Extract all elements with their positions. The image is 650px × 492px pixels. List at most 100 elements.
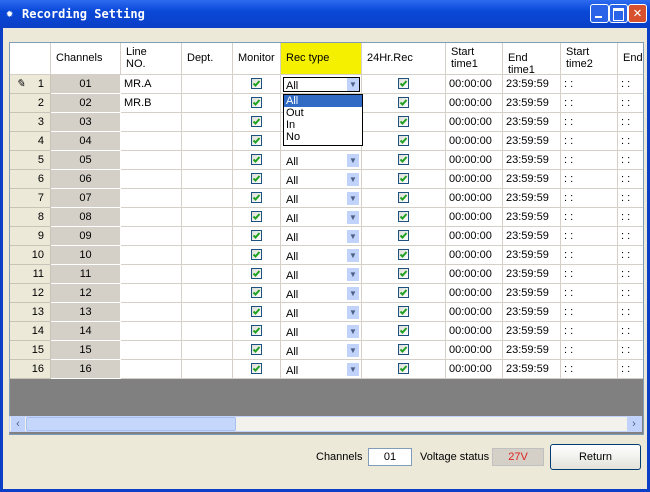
end2-cell[interactable]: : : xyxy=(618,227,643,246)
rec_type-cell[interactable] xyxy=(281,360,362,379)
start1-cell[interactable]: 00:00:00 xyxy=(446,227,503,246)
start2-cell[interactable]: : : xyxy=(561,303,618,322)
rec_type-cell[interactable] xyxy=(281,322,362,341)
rec_type-cell[interactable] xyxy=(281,246,362,265)
start1-cell[interactable]: 00:00:00 xyxy=(446,360,503,379)
line-cell[interactable] xyxy=(121,341,182,360)
start2-cell[interactable]: : : xyxy=(561,94,618,113)
start2-cell[interactable]: : : xyxy=(561,151,618,170)
end2-cell[interactable]: : : xyxy=(618,75,643,94)
checkbox[interactable] xyxy=(251,306,262,317)
channel-cell[interactable]: 12 xyxy=(51,284,121,303)
line-cell[interactable] xyxy=(121,113,182,132)
line-cell[interactable] xyxy=(121,284,182,303)
rec-type-combo[interactable]: All ▼ xyxy=(283,286,360,301)
channel-cell[interactable]: 06 xyxy=(51,170,121,189)
dept-cell[interactable] xyxy=(182,303,233,322)
start2-cell[interactable]: : : xyxy=(561,341,618,360)
dept-cell[interactable] xyxy=(182,227,233,246)
rec_type-cell[interactable] xyxy=(281,75,362,94)
dept-cell[interactable] xyxy=(182,170,233,189)
rec-type-combo[interactable]: All ▼ xyxy=(283,77,360,92)
combo-arrow[interactable]: ▼ xyxy=(347,230,359,243)
end1-cell[interactable]: 23:59:59 xyxy=(503,94,561,113)
channel-cell[interactable]: 14 xyxy=(51,322,121,341)
checkbox[interactable] xyxy=(398,287,409,298)
combo-arrow[interactable]: ▼ xyxy=(347,173,359,186)
dept-cell[interactable] xyxy=(182,360,233,379)
checkbox[interactable] xyxy=(251,287,262,298)
checkbox[interactable] xyxy=(251,211,262,222)
channel-cell[interactable]: 03 xyxy=(51,113,121,132)
line-cell[interactable] xyxy=(121,151,182,170)
start1-cell[interactable]: 00:00:00 xyxy=(446,189,503,208)
checkbox[interactable] xyxy=(398,154,409,165)
dept-cell[interactable] xyxy=(182,132,233,151)
end2-cell[interactable]: : : xyxy=(618,265,643,284)
end1-cell[interactable]: 23:59:59 xyxy=(503,132,561,151)
combo-arrow[interactable]: ▼ xyxy=(347,287,359,300)
start1-cell[interactable]: 00:00:00 xyxy=(446,284,503,303)
checkbox[interactable] xyxy=(398,268,409,279)
dept-cell[interactable] xyxy=(182,341,233,360)
line-cell[interactable]: MR.B xyxy=(121,94,182,113)
checkbox[interactable] xyxy=(398,97,409,108)
checkbox[interactable] xyxy=(398,363,409,374)
line-cell[interactable] xyxy=(121,170,182,189)
end1-cell[interactable]: 23:59:59 xyxy=(503,170,561,189)
checkbox[interactable] xyxy=(398,78,409,89)
rec-type-combo[interactable]: All ▼ xyxy=(283,267,360,282)
checkbox[interactable] xyxy=(251,325,262,336)
checkbox[interactable] xyxy=(251,135,262,146)
channel-cell[interactable]: 05 xyxy=(51,151,121,170)
start2-cell[interactable]: : : xyxy=(561,189,618,208)
end1-cell[interactable]: 23:59:59 xyxy=(503,322,561,341)
channel-cell[interactable]: 04 xyxy=(51,132,121,151)
end2-cell[interactable]: : : xyxy=(618,303,643,322)
end1-cell[interactable]: 23:59:59 xyxy=(503,341,561,360)
rec-type-combo[interactable]: All ▼ xyxy=(283,343,360,358)
combo-arrow[interactable]: ▼ xyxy=(347,325,359,338)
end1-cell[interactable]: 23:59:59 xyxy=(503,151,561,170)
combo-arrow[interactable]: ▼ xyxy=(347,306,359,319)
rec-type-combo[interactable]: All ▼ xyxy=(283,191,360,206)
checkbox[interactable] xyxy=(251,173,262,184)
rec_type-cell[interactable] xyxy=(281,341,362,360)
rec-type-combo[interactable]: All ▼ xyxy=(283,229,360,244)
checkbox[interactable] xyxy=(398,192,409,203)
start2-cell[interactable]: : : xyxy=(561,132,618,151)
channel-cell[interactable]: 02 xyxy=(51,94,121,113)
checkbox[interactable] xyxy=(251,116,262,127)
end2-cell[interactable]: : : xyxy=(618,208,643,227)
start1-cell[interactable]: 00:00:00 xyxy=(446,208,503,227)
dept-cell[interactable] xyxy=(182,189,233,208)
end1-cell[interactable]: 23:59:59 xyxy=(503,208,561,227)
checkbox[interactable] xyxy=(398,230,409,241)
rec_type-cell[interactable] xyxy=(281,265,362,284)
line-cell[interactable] xyxy=(121,265,182,284)
start1-cell[interactable]: 00:00:00 xyxy=(446,113,503,132)
line-cell[interactable]: MR.A xyxy=(121,75,182,94)
start1-cell[interactable]: 00:00:00 xyxy=(446,341,503,360)
minimize-button[interactable] xyxy=(590,4,609,23)
checkbox[interactable] xyxy=(251,78,262,89)
channel-cell[interactable]: 01 xyxy=(51,75,121,94)
start1-cell[interactable]: 00:00:00 xyxy=(446,170,503,189)
rec-type-combo[interactable]: All ▼ xyxy=(283,172,360,187)
horizontal-scrollbar[interactable]: ‹ › xyxy=(9,416,642,432)
dept-cell[interactable] xyxy=(182,151,233,170)
checkbox[interactable] xyxy=(398,344,409,355)
end1-cell[interactable]: 23:59:59 xyxy=(503,189,561,208)
combo-arrow[interactable]: ▼ xyxy=(347,78,359,91)
rec-type-combo[interactable]: All ▼ xyxy=(283,324,360,339)
rec_type-cell[interactable] xyxy=(281,303,362,322)
scroll-thumb[interactable] xyxy=(26,417,236,431)
start2-cell[interactable]: : : xyxy=(561,284,618,303)
dept-cell[interactable] xyxy=(182,265,233,284)
channel-cell[interactable]: 16 xyxy=(51,360,121,379)
line-cell[interactable] xyxy=(121,132,182,151)
dropdown-option[interactable]: No xyxy=(286,131,301,143)
line-cell[interactable] xyxy=(121,303,182,322)
end2-cell[interactable]: : : xyxy=(618,94,643,113)
channel-cell[interactable]: 13 xyxy=(51,303,121,322)
